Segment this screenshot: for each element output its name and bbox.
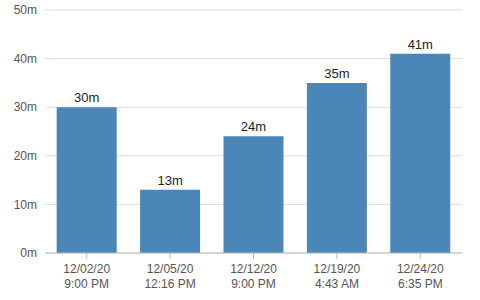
svg-text:0m: 0m	[20, 246, 37, 260]
svg-text:20m: 20m	[14, 149, 37, 163]
svg-text:12/24/206:35 PM: 12/24/206:35 PM	[397, 262, 444, 291]
svg-text:30m: 30m	[74, 90, 99, 105]
svg-text:30m: 30m	[14, 100, 37, 114]
svg-text:12/19/204:43 AM: 12/19/204:43 AM	[314, 262, 361, 291]
svg-text:24m: 24m	[241, 119, 266, 134]
svg-text:10m: 10m	[14, 198, 37, 212]
svg-text:12/12/209:00 PM: 12/12/209:00 PM	[230, 262, 277, 291]
svg-text:13m: 13m	[157, 173, 182, 188]
svg-text:41m: 41m	[408, 37, 433, 52]
svg-text:40m: 40m	[14, 52, 37, 66]
svg-text:12/05/2012:16 PM: 12/05/2012:16 PM	[144, 262, 195, 291]
svg-text:35m: 35m	[324, 66, 349, 81]
svg-text:50m: 50m	[14, 3, 37, 17]
svg-text:12/02/209:00 PM: 12/02/209:00 PM	[63, 262, 110, 291]
